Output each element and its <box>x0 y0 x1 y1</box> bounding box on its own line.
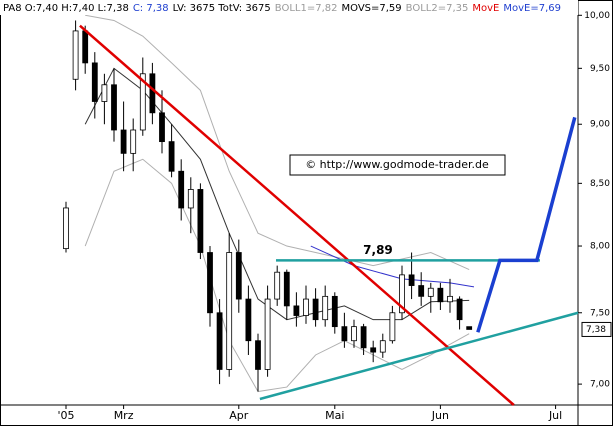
candle-body <box>178 170 185 209</box>
candle-body <box>245 298 252 342</box>
candle-body <box>418 285 425 297</box>
candle-body <box>82 30 89 64</box>
candle-body <box>408 274 415 286</box>
candle-body <box>226 252 233 370</box>
copyright: © http://www.godmode-trader.de <box>305 158 489 171</box>
y-tick-label: 7,00 <box>590 380 610 390</box>
candle-body <box>139 73 146 131</box>
line-resistance <box>79 24 515 406</box>
header-item: LV: 3675 TotV: 3675 <box>173 3 271 14</box>
candle-body <box>216 312 223 370</box>
header-item: MOVS=7,59 <box>342 3 402 14</box>
candle-body <box>120 129 127 154</box>
x-tick-label: Jun <box>431 409 449 422</box>
candle-body <box>274 271 281 300</box>
line-movs <box>84 67 470 321</box>
header: PA8 O:7,40 H:7,40 L:7,38 C: 7,38 LV: 3675 … <box>3 3 561 14</box>
y-tick-label: 9,00 <box>590 120 610 130</box>
candle-body <box>447 295 453 303</box>
candle-body <box>360 326 367 349</box>
line-projection <box>476 116 577 333</box>
candle-body <box>264 298 271 370</box>
candle-body <box>389 312 396 342</box>
candle-body <box>168 141 175 172</box>
copyright-box <box>289 154 506 176</box>
candle-body <box>255 340 261 370</box>
candle-body <box>370 347 377 353</box>
candle-body <box>130 129 137 154</box>
line-boll2 <box>84 158 470 393</box>
candle-body <box>149 73 156 114</box>
candle-body <box>283 271 290 307</box>
candle-body <box>427 287 434 297</box>
y-tick-label: 7,50 <box>590 308 610 318</box>
candle-body <box>101 84 108 102</box>
candle-body <box>322 295 329 321</box>
candle-body <box>456 298 463 321</box>
annotation: 7,89 <box>363 243 393 257</box>
candle-body <box>437 287 444 303</box>
header-item: BOLL2=7,35 <box>406 3 469 14</box>
candle-body <box>197 189 204 253</box>
x-tick-label: '05 <box>57 409 74 422</box>
last-price-label: 7,38 <box>586 325 606 335</box>
candle-body <box>466 326 473 330</box>
y-tick-label: 8,50 <box>590 179 610 189</box>
y-tick-label: 9,50 <box>590 64 610 74</box>
candle-body <box>207 252 213 314</box>
header-item: PA8 O:7,40 H:7,40 L:7,38 <box>3 3 129 14</box>
candle-body <box>111 84 117 131</box>
candle-body <box>312 298 319 321</box>
candle-body <box>331 295 338 328</box>
header-item: MovE=7,69 <box>503 3 561 14</box>
candle-body <box>91 62 98 102</box>
candle-body <box>235 252 242 300</box>
header-background <box>0 0 578 15</box>
y-tick-label: 10,00 <box>584 11 610 21</box>
header-item: BOLL1=7,82 <box>275 3 338 14</box>
x-tick-label: Apr <box>229 409 249 422</box>
candle-body <box>351 326 357 342</box>
header-item: MovE <box>472 3 499 14</box>
candle-body <box>72 30 79 80</box>
x-tick-label: Mrz <box>114 409 134 422</box>
candle-body <box>303 298 309 316</box>
candle-body <box>159 112 165 143</box>
last-price-box <box>581 321 612 337</box>
candle-body <box>399 274 405 314</box>
candle-body <box>293 305 300 316</box>
y-tick-label: 8,00 <box>590 242 610 252</box>
header-item: C: 7,38 <box>133 3 169 14</box>
x-tick-label: Jul <box>548 409 562 422</box>
candle-body <box>379 340 386 353</box>
x-tick-label: Mai <box>325 409 344 422</box>
candle-body <box>341 326 348 342</box>
plot-area <box>63 14 579 406</box>
candle-body <box>63 207 69 250</box>
candle-body <box>187 189 194 209</box>
line-support <box>259 311 579 401</box>
